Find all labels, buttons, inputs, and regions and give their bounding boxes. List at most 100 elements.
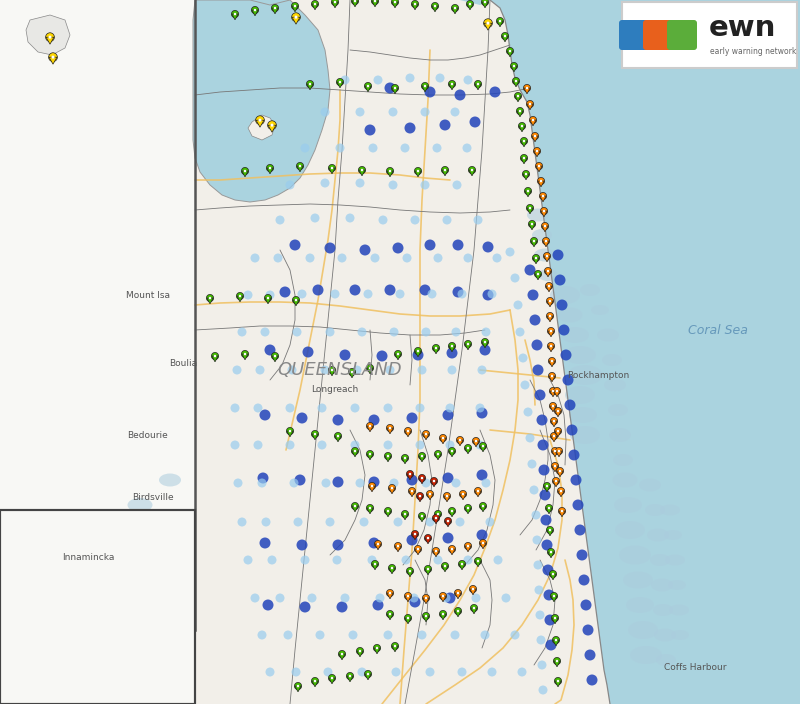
Polygon shape xyxy=(422,598,430,604)
Circle shape xyxy=(550,387,557,395)
Polygon shape xyxy=(536,166,542,172)
Circle shape xyxy=(336,78,344,86)
Circle shape xyxy=(448,342,456,350)
Polygon shape xyxy=(329,678,335,684)
Circle shape xyxy=(358,166,366,174)
Circle shape xyxy=(521,125,523,127)
Circle shape xyxy=(530,315,541,325)
Polygon shape xyxy=(546,508,552,514)
Circle shape xyxy=(384,453,392,460)
Circle shape xyxy=(394,1,396,4)
Circle shape xyxy=(450,345,454,347)
Circle shape xyxy=(458,439,462,441)
Circle shape xyxy=(442,472,454,484)
Circle shape xyxy=(338,253,346,263)
Circle shape xyxy=(255,365,265,375)
Circle shape xyxy=(293,327,302,337)
Circle shape xyxy=(325,242,335,253)
Circle shape xyxy=(482,542,484,544)
Circle shape xyxy=(369,537,379,548)
Polygon shape xyxy=(252,10,258,15)
Polygon shape xyxy=(517,111,523,117)
Polygon shape xyxy=(405,431,411,436)
Circle shape xyxy=(466,507,470,509)
Polygon shape xyxy=(385,456,391,462)
Polygon shape xyxy=(532,136,538,142)
Circle shape xyxy=(394,517,402,527)
Circle shape xyxy=(433,144,442,153)
Polygon shape xyxy=(552,451,558,457)
Circle shape xyxy=(258,631,266,639)
Circle shape xyxy=(464,505,472,512)
Circle shape xyxy=(458,560,466,567)
Circle shape xyxy=(453,239,463,251)
Ellipse shape xyxy=(564,346,596,364)
Circle shape xyxy=(466,343,470,345)
Circle shape xyxy=(341,593,350,603)
Circle shape xyxy=(369,477,379,487)
Circle shape xyxy=(486,22,490,25)
Circle shape xyxy=(425,239,435,251)
Circle shape xyxy=(509,50,511,52)
Circle shape xyxy=(445,593,455,603)
Circle shape xyxy=(526,101,534,108)
Circle shape xyxy=(321,108,330,116)
Polygon shape xyxy=(465,344,471,350)
Circle shape xyxy=(550,570,557,578)
Circle shape xyxy=(554,617,556,620)
Circle shape xyxy=(523,84,530,92)
Circle shape xyxy=(439,593,446,600)
Circle shape xyxy=(538,165,540,168)
Circle shape xyxy=(402,510,409,517)
Circle shape xyxy=(442,436,444,439)
Polygon shape xyxy=(549,361,555,367)
Circle shape xyxy=(585,650,595,660)
Circle shape xyxy=(570,474,582,486)
Circle shape xyxy=(408,487,416,495)
Circle shape xyxy=(266,291,274,299)
Polygon shape xyxy=(49,57,57,64)
Circle shape xyxy=(543,253,550,260)
Polygon shape xyxy=(329,370,335,376)
Circle shape xyxy=(531,510,541,520)
Ellipse shape xyxy=(550,286,580,304)
Polygon shape xyxy=(292,6,298,12)
Circle shape xyxy=(337,601,347,612)
Polygon shape xyxy=(546,286,552,291)
Circle shape xyxy=(350,371,354,373)
Ellipse shape xyxy=(591,305,609,315)
Circle shape xyxy=(434,451,442,458)
Polygon shape xyxy=(265,298,271,304)
Polygon shape xyxy=(538,181,544,187)
Circle shape xyxy=(374,0,376,2)
Circle shape xyxy=(473,607,475,609)
Circle shape xyxy=(538,660,546,670)
Circle shape xyxy=(291,667,301,677)
Ellipse shape xyxy=(660,505,680,515)
Circle shape xyxy=(577,550,587,560)
Circle shape xyxy=(369,425,371,427)
Circle shape xyxy=(286,180,294,189)
Polygon shape xyxy=(470,589,476,595)
Circle shape xyxy=(549,300,551,302)
Circle shape xyxy=(418,365,426,375)
Circle shape xyxy=(286,403,294,413)
Text: Birdsville: Birdsville xyxy=(132,493,174,501)
Circle shape xyxy=(299,601,310,612)
Circle shape xyxy=(297,413,307,424)
Circle shape xyxy=(543,589,554,601)
Circle shape xyxy=(554,387,561,395)
Circle shape xyxy=(429,493,431,496)
Circle shape xyxy=(410,596,421,608)
Circle shape xyxy=(242,351,249,358)
Circle shape xyxy=(546,505,553,512)
Ellipse shape xyxy=(580,284,600,296)
Circle shape xyxy=(46,33,54,42)
Circle shape xyxy=(51,56,54,58)
Circle shape xyxy=(444,169,446,171)
Circle shape xyxy=(357,648,363,655)
Circle shape xyxy=(337,435,339,437)
Text: Coral Sea: Coral Sea xyxy=(688,324,748,337)
Polygon shape xyxy=(548,552,554,558)
Polygon shape xyxy=(392,646,398,652)
